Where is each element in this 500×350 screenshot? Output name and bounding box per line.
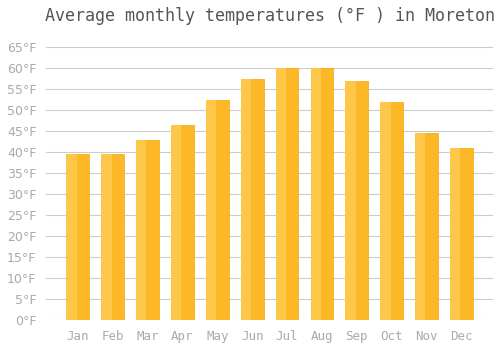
Bar bbox=[310, 68, 321, 320]
Bar bbox=[206, 100, 229, 320]
Bar bbox=[66, 154, 76, 320]
Bar bbox=[241, 79, 264, 320]
Bar bbox=[415, 133, 438, 320]
Bar bbox=[206, 100, 216, 320]
Bar bbox=[276, 68, 286, 320]
Bar bbox=[450, 148, 460, 320]
Bar bbox=[241, 79, 251, 320]
Bar bbox=[171, 125, 194, 320]
Bar bbox=[102, 154, 112, 320]
Bar bbox=[310, 68, 334, 320]
Bar bbox=[66, 154, 89, 320]
Bar bbox=[136, 140, 159, 320]
Bar bbox=[450, 148, 472, 320]
Bar bbox=[346, 81, 368, 320]
Bar bbox=[276, 68, 298, 320]
Bar bbox=[102, 154, 124, 320]
Bar bbox=[346, 81, 356, 320]
Bar bbox=[380, 102, 390, 320]
Bar bbox=[136, 140, 146, 320]
Bar bbox=[415, 133, 426, 320]
Title: Average monthly temperatures (°F ) in Moreton: Average monthly temperatures (°F ) in Mo… bbox=[44, 7, 494, 25]
Bar bbox=[380, 102, 403, 320]
Bar bbox=[171, 125, 181, 320]
